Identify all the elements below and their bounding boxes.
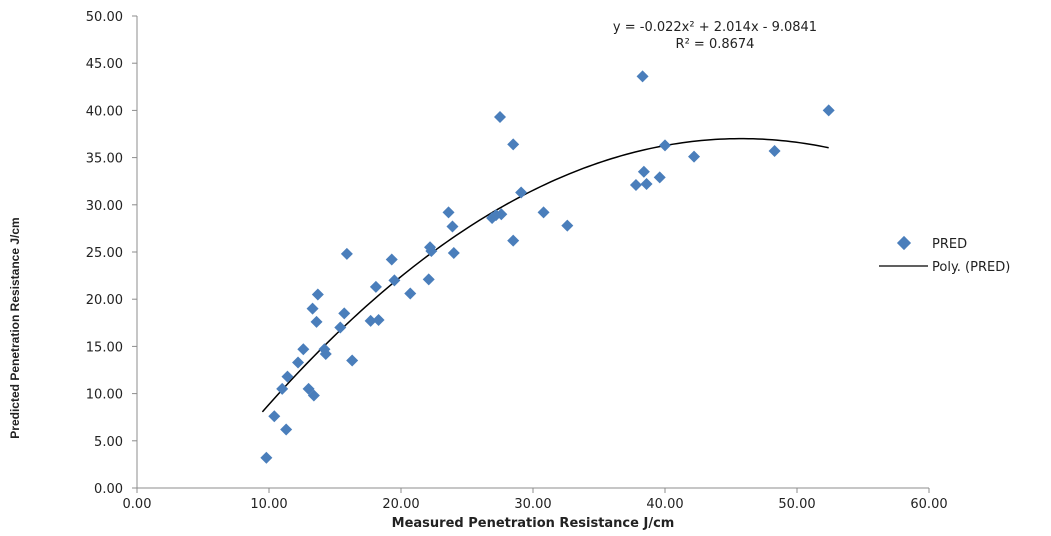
data-point bbox=[388, 274, 401, 287]
data-point bbox=[659, 139, 671, 152]
data-point bbox=[372, 313, 385, 326]
data-point bbox=[306, 302, 319, 315]
legend-marker-pred bbox=[896, 235, 912, 251]
data-point bbox=[334, 321, 347, 334]
data-point bbox=[281, 370, 294, 383]
data-point bbox=[768, 144, 781, 157]
r-squared-label: R² = 0.8674 bbox=[676, 37, 755, 52]
y-tick-label: 30.00 bbox=[86, 199, 123, 214]
x-tick-label: 20.00 bbox=[382, 497, 419, 512]
y-tick-label: 35.00 bbox=[86, 152, 123, 167]
data-point bbox=[688, 150, 701, 163]
data-point bbox=[260, 451, 273, 464]
x-tick-label: 40.00 bbox=[646, 497, 683, 512]
data-point bbox=[297, 343, 310, 356]
x-tick-label: 30.00 bbox=[514, 497, 551, 512]
data-point bbox=[515, 186, 528, 199]
y-tick-label: 45.00 bbox=[86, 57, 123, 72]
trendline-curve bbox=[261, 137, 829, 413]
y-axis-title: Predicted Penetration Resistance J/cm bbox=[8, 217, 22, 438]
y-tick-label: 25.00 bbox=[86, 246, 123, 261]
data-points bbox=[260, 70, 835, 464]
trendline-layer bbox=[261, 137, 829, 413]
data-point bbox=[537, 206, 550, 219]
y-tick-label: 0.00 bbox=[94, 482, 123, 497]
tick-labels: 0.00 5.00 10.00 15.00 20.00 25.00 30.00 35.00 40… bbox=[86, 10, 948, 512]
data-point bbox=[446, 220, 459, 233]
data-point bbox=[447, 246, 460, 259]
data-point bbox=[340, 247, 353, 260]
y-tick-label: 5.00 bbox=[94, 435, 123, 450]
y-tick-label: 10.00 bbox=[86, 388, 123, 403]
data-point bbox=[422, 273, 435, 286]
data-point bbox=[822, 104, 835, 117]
axes bbox=[132, 15, 930, 493]
data-point bbox=[276, 382, 289, 395]
y-tick-label: 15.00 bbox=[86, 340, 123, 355]
y-tick-label: 20.00 bbox=[86, 293, 123, 308]
legend-label-trendline: Poly. (PRED) bbox=[932, 260, 1010, 275]
data-point bbox=[310, 315, 323, 328]
data-point bbox=[364, 314, 377, 327]
data-point bbox=[268, 410, 281, 423]
data-point bbox=[637, 165, 650, 178]
data-point bbox=[338, 307, 351, 320]
data-point bbox=[311, 288, 324, 301]
data-point bbox=[280, 423, 293, 436]
x-tick-label: 50.00 bbox=[778, 497, 815, 512]
data-point bbox=[636, 70, 649, 83]
data-point bbox=[346, 354, 359, 367]
data-point bbox=[507, 138, 520, 151]
data-point bbox=[385, 253, 398, 266]
data-point bbox=[494, 111, 506, 124]
x-tick-label: 60.00 bbox=[910, 497, 947, 512]
data-point bbox=[629, 178, 642, 191]
data-point bbox=[561, 219, 574, 232]
trendline-equation: y = -0.022x² + 2.014x - 9.0841 bbox=[613, 20, 817, 35]
data-point bbox=[369, 280, 382, 293]
x-axis-title: Measured Penetration Resistance J/cm bbox=[392, 516, 675, 531]
data-point bbox=[319, 347, 332, 360]
data-point bbox=[653, 171, 666, 184]
x-tick-label: 10.00 bbox=[250, 497, 287, 512]
data-point bbox=[442, 206, 455, 219]
x-tick-label: 0.00 bbox=[123, 497, 152, 512]
legend: PRED Poly. (PRED) bbox=[879, 235, 1010, 275]
data-point bbox=[425, 245, 438, 258]
y-tick-label: 50.00 bbox=[86, 10, 123, 25]
data-point bbox=[640, 178, 653, 191]
data-point bbox=[404, 287, 417, 300]
data-point bbox=[507, 234, 520, 247]
data-point bbox=[495, 208, 508, 221]
data-point bbox=[292, 356, 305, 369]
data-point bbox=[307, 389, 320, 402]
legend-label-pred: PRED bbox=[932, 237, 967, 252]
y-tick-label: 40.00 bbox=[86, 104, 123, 119]
